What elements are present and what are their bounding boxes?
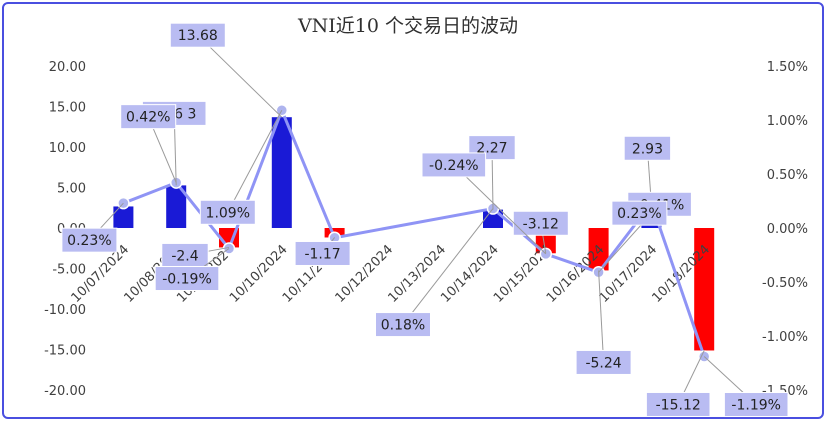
bar-value-label: -15.12 (656, 397, 701, 413)
bar-value-label: -2.4 (171, 248, 198, 264)
chart-title: VNI近10 个交易日的波动 (297, 15, 518, 37)
y-left-tick-label: -15.00 (44, 344, 86, 359)
bar-value-label-box (645, 391, 711, 417)
bar-value-label-box (623, 135, 672, 161)
y-left-tick-label: -20.00 (44, 384, 86, 399)
line-value-label: 0.23% (617, 206, 661, 222)
leader-line (598, 270, 605, 363)
y-left-tick-label: -10.00 (44, 303, 86, 318)
bar-value-label-box (169, 22, 226, 48)
y-right-tick-label: 1.50% (767, 60, 808, 75)
line-value-label: -0.24% (429, 158, 479, 174)
line-value-label: 1.09% (206, 205, 250, 221)
line-value-label: 0.42% (126, 110, 170, 126)
bar-value-label: 2.93 (632, 141, 663, 157)
line-value-label-box (120, 104, 177, 130)
bar-value-label: -3.12 (523, 216, 559, 232)
leader-line (227, 110, 283, 213)
line-value-label-box (375, 312, 431, 338)
y-left-tick-label: 20.00 (49, 60, 86, 75)
leader-line (453, 164, 547, 255)
line-value-label: -0.19% (162, 272, 212, 288)
line-value-label-box (611, 200, 668, 226)
y-left-tick-label: 5.00 (57, 182, 86, 197)
y-right-tick-label: 0.50% (767, 168, 808, 183)
bar-value-label-box (575, 349, 632, 375)
line-value-label-box (154, 266, 220, 292)
y-left-tick-label: 10.00 (49, 141, 86, 156)
y-left-tick-label: 15.00 (49, 101, 86, 116)
line-value-label: 0.23% (67, 233, 111, 249)
data-labels: 5.26 3-2.413.68-1.172.27-3.12-5.242.93-1… (61, 22, 789, 418)
line-value-label: -1.19% (731, 398, 781, 414)
bar-value-label: -1.17 (304, 246, 340, 262)
y-left-tick-label: -5.00 (52, 263, 86, 278)
bar-value-label-box (161, 242, 209, 268)
y-right-tick-label: -1.00% (762, 330, 808, 345)
y-right-tick-label: 0.00% (767, 222, 808, 237)
leader-line (402, 208, 494, 325)
line-value-label: 0.18% (381, 318, 425, 334)
line-value-label-box (421, 152, 487, 178)
line-value-label-box (61, 227, 118, 253)
bar (113, 206, 134, 228)
bar (166, 185, 187, 228)
leader-line (197, 34, 283, 118)
bar-value-label-box (294, 240, 351, 266)
line-value-label-box (199, 199, 256, 225)
line-value-label-box (723, 392, 789, 418)
bar-value-label: 13.68 (178, 28, 218, 44)
y-right-tick-label: -0.50% (762, 276, 808, 291)
y-right-tick-label: 1.00% (767, 114, 808, 129)
right-axis: 1.50%1.00%0.50%0.00%-0.50%-1.00%-1.50% (762, 60, 808, 399)
bar-value-label: -5.24 (585, 355, 621, 371)
bar (588, 228, 609, 271)
bar (694, 228, 715, 351)
bar (271, 117, 292, 228)
